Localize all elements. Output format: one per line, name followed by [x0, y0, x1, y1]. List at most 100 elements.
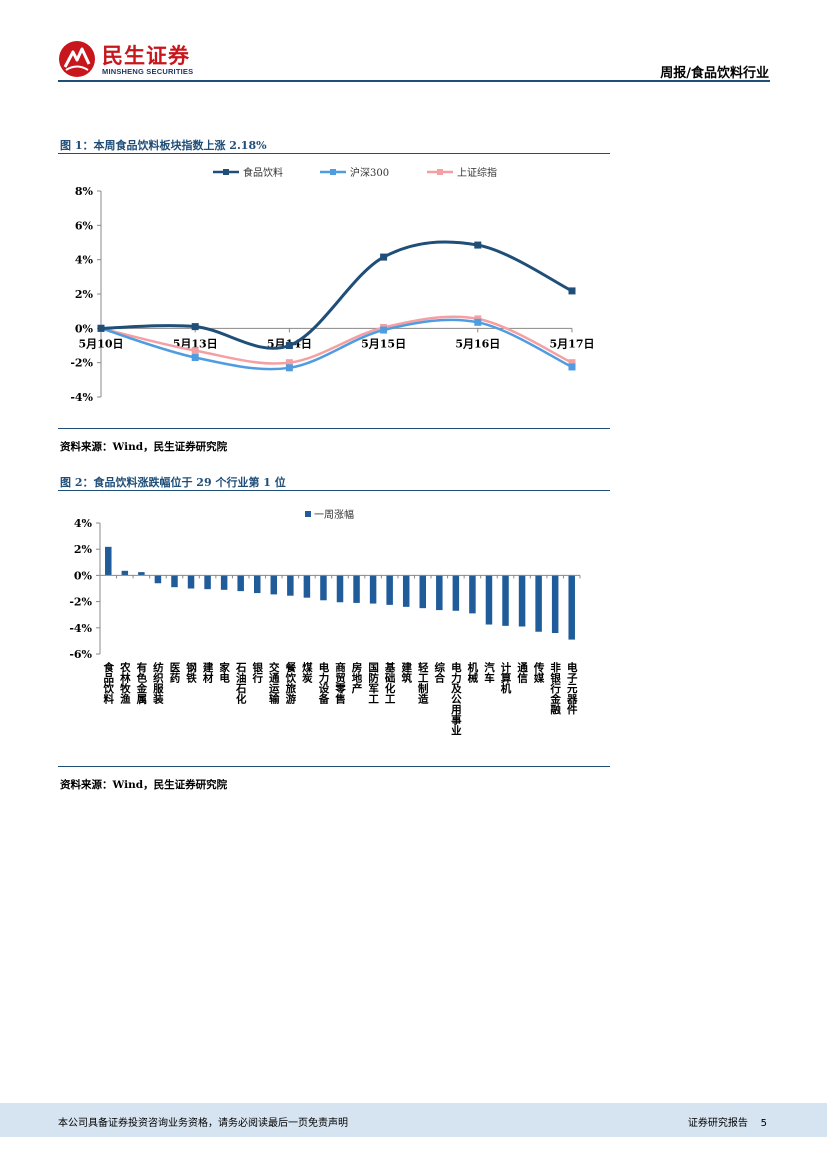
figure1-bottom-rule	[58, 428, 610, 429]
legend-item-0: 食品饮料	[213, 166, 283, 179]
x-tick-label-22: 机械	[466, 661, 478, 684]
legend-item-2: 上证综指	[427, 166, 497, 179]
x-tick-label-6: 建材	[202, 661, 214, 684]
bar-2	[138, 572, 145, 576]
footer-report-type: 证券研究报告	[687, 1118, 748, 1129]
bar-22	[469, 575, 476, 614]
figure1-top-rule	[58, 153, 610, 154]
series-0-point-4	[474, 241, 482, 249]
x-tick-label-10: 交通运输	[268, 661, 280, 705]
footer-page-number: 5	[760, 1118, 767, 1129]
y-tick-label-0: 8%	[75, 185, 94, 198]
bar-28	[568, 575, 575, 640]
bar-18	[402, 575, 410, 607]
series-0-point-0	[97, 324, 105, 332]
bar-12	[303, 575, 311, 598]
legend-label-1: 沪深300	[350, 166, 389, 179]
bar-21	[452, 575, 460, 611]
bar-17	[386, 575, 393, 605]
bar-5	[187, 575, 195, 589]
series-line-1	[100, 318, 573, 371]
y-tick-label-6: -4%	[70, 391, 93, 404]
x-tick-label-18: 建筑	[400, 661, 412, 684]
y-tick-label-4: -4%	[69, 622, 92, 635]
figure2-bottom-rule	[58, 766, 610, 767]
x-tick-label-1: 5月13日	[173, 337, 218, 350]
x-tick-label-5: 钢铁	[185, 661, 197, 684]
figure1-title: 图 1：本周食品饮料板块指数上涨 2.18%	[60, 139, 267, 152]
y-tick-label-3: 2%	[75, 288, 94, 301]
footer-disclaimer: 本公司具备证券投资咨询业务资格，请务必阅读最后一页免责声明	[58, 1118, 348, 1129]
legend-marker-2	[437, 169, 443, 175]
series-2-point-5	[568, 359, 576, 367]
series-1-point-1	[191, 354, 199, 362]
legend-marker-0	[223, 169, 229, 175]
footer-bar	[0, 1103, 827, 1137]
x-tick-label-8: 石油石化	[235, 662, 247, 705]
legend-item-0: 一周涨幅	[305, 508, 354, 521]
y-tick-label-4: 0%	[75, 322, 94, 335]
x-tick-label-4: 医药	[168, 662, 180, 684]
x-tick-label-19: 轻工制造	[417, 661, 429, 705]
series-2-point-2	[285, 359, 293, 367]
bar-9	[253, 575, 261, 594]
bar-13	[320, 575, 327, 601]
series-1-point-3	[380, 326, 388, 334]
series-line-2	[100, 315, 573, 365]
x-tick-label-17: 基础化工	[384, 661, 396, 704]
legend-label-0: 食品饮料	[243, 166, 283, 179]
x-tick-label-21: 电力及公用事业	[450, 661, 462, 735]
y-tick-label-5: -2%	[70, 357, 93, 370]
x-tick-label-20: 综合	[433, 661, 445, 684]
bar-16	[369, 575, 377, 604]
bar-7	[220, 575, 228, 590]
x-tick-label-1: 农林牧渔	[119, 661, 131, 705]
series-1-point-5	[568, 363, 576, 371]
bar-4	[171, 575, 178, 588]
x-tick-label-9: 银行	[251, 661, 263, 684]
logo-english-name: MINSHENG SECURITIES	[102, 67, 194, 76]
figure2-bar-chart: 一周涨幅4%2%0%-2%-4%-6%食品饮料 农林牧渔 有色金属 纺织服装 医药 钢铁建…	[69, 508, 581, 736]
legend-label-2: 上证综指	[457, 166, 497, 179]
y-tick-label-2: 0%	[74, 569, 93, 582]
series-0-point-5	[568, 287, 576, 295]
bar-15	[353, 575, 360, 603]
figure2-source: 资料来源：Wind，民生证券研究院	[60, 779, 228, 791]
bar-0	[105, 546, 112, 576]
series-0-point-3	[380, 253, 388, 261]
bar-23	[485, 575, 493, 625]
figure2-top-rule	[58, 490, 610, 491]
figure1-source: 资料来源：Wind，民生证券研究院	[60, 441, 228, 453]
x-tick-label-12: 煤炭	[301, 661, 313, 684]
bar-20	[436, 575, 443, 611]
series-line-0	[100, 240, 573, 350]
x-tick-label-0: 5月10日	[79, 337, 124, 350]
x-tick-label-5: 5月17日	[550, 337, 595, 350]
bar-14	[336, 575, 344, 603]
figure2-title: 图 2：食品饮料涨跌幅位于 29 个行业第 1 位	[60, 476, 286, 489]
bar-25	[518, 575, 526, 627]
x-tick-label-28: 电子元器件	[566, 661, 578, 715]
x-tick-label-15: 房地产	[351, 661, 363, 694]
bar-11	[287, 575, 294, 596]
x-tick-label-3: 纺织服装	[152, 661, 164, 705]
x-tick-label-25: 通信	[516, 662, 528, 684]
x-tick-label-24: 计算机	[500, 661, 512, 694]
series-0-point-2	[285, 342, 293, 349]
bar-24	[502, 575, 509, 626]
x-tick-label-13: 电力设备	[317, 661, 329, 705]
x-tick-label-0: 食品饮料	[102, 661, 114, 705]
bar-27	[551, 575, 559, 634]
series-1-point-2	[285, 364, 293, 372]
logo-chinese-name: 民生证券	[102, 44, 190, 68]
bar-3	[154, 575, 162, 584]
legend-label-0: 一周涨幅	[314, 508, 354, 521]
x-tick-label-27: 非银行金融	[549, 661, 561, 715]
series-0-point-1	[191, 323, 199, 331]
header-divider	[58, 80, 770, 82]
y-tick-label-5: -6%	[69, 648, 92, 661]
legend-swatch-0	[305, 511, 311, 517]
x-tick-label-23: 汽车	[483, 661, 495, 684]
footer-page-info: 证券研究报告 5	[688, 1114, 767, 1129]
y-tick-label-2: 4%	[75, 254, 94, 267]
